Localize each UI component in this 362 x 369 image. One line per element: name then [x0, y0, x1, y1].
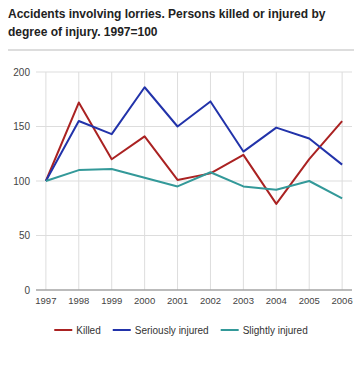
y-tick-label: 150: [13, 121, 30, 132]
x-grid-line: [243, 72, 244, 290]
x-axis-line: [36, 290, 352, 291]
x-tick-label: 2000: [134, 295, 155, 306]
legend-label: Seriously injured: [135, 325, 209, 336]
x-tick-label: 2005: [299, 295, 320, 306]
legend-swatch: [54, 329, 72, 331]
series-line: [46, 103, 342, 204]
title: Accidents involving lorries. Persons kil…: [8, 7, 326, 21]
title-rule: [8, 50, 354, 51]
x-tick-label: 2002: [200, 295, 221, 306]
legend-swatch: [221, 329, 239, 331]
x-tick-label: 2003: [233, 295, 254, 306]
subtitle: degree of injury. 1997=100: [8, 25, 158, 39]
y-tick-label: 200: [13, 67, 30, 78]
series-group: [46, 87, 342, 204]
x-tick-label: 2001: [167, 295, 188, 306]
x-tick-label: 1998: [68, 295, 89, 306]
x-grid-line: [177, 72, 178, 290]
x-grid-line: [342, 72, 343, 290]
y-tick-label: 50: [19, 230, 31, 241]
y-grid-line: [36, 235, 352, 236]
legend-swatch: [113, 329, 131, 331]
y-tick-label: 100: [13, 176, 30, 187]
series-line: [46, 87, 342, 181]
x-tick-label: 1997: [35, 295, 56, 306]
legend-label: Slightly injured: [243, 325, 308, 336]
x-tick-label: 2006: [332, 295, 353, 306]
grid: [36, 72, 352, 290]
x-tick-label: 2004: [266, 295, 287, 306]
y-grid-line: [36, 126, 352, 127]
series-line: [46, 169, 342, 198]
y-grid-line: [36, 72, 352, 73]
y-tick-label: 0: [24, 285, 30, 296]
x-tick-label: 1999: [101, 295, 122, 306]
y-grid-line: [36, 290, 352, 291]
x-grid-line: [276, 72, 277, 290]
x-grid-line: [210, 72, 211, 290]
legend: Killed Seriously injured Slightly injured: [54, 325, 307, 336]
x-grid-line: [144, 72, 145, 290]
x-grid-line: [111, 72, 112, 290]
legend-label: Killed: [76, 325, 100, 336]
chart: Accidents involving lorries. Persons kil…: [0, 0, 362, 369]
